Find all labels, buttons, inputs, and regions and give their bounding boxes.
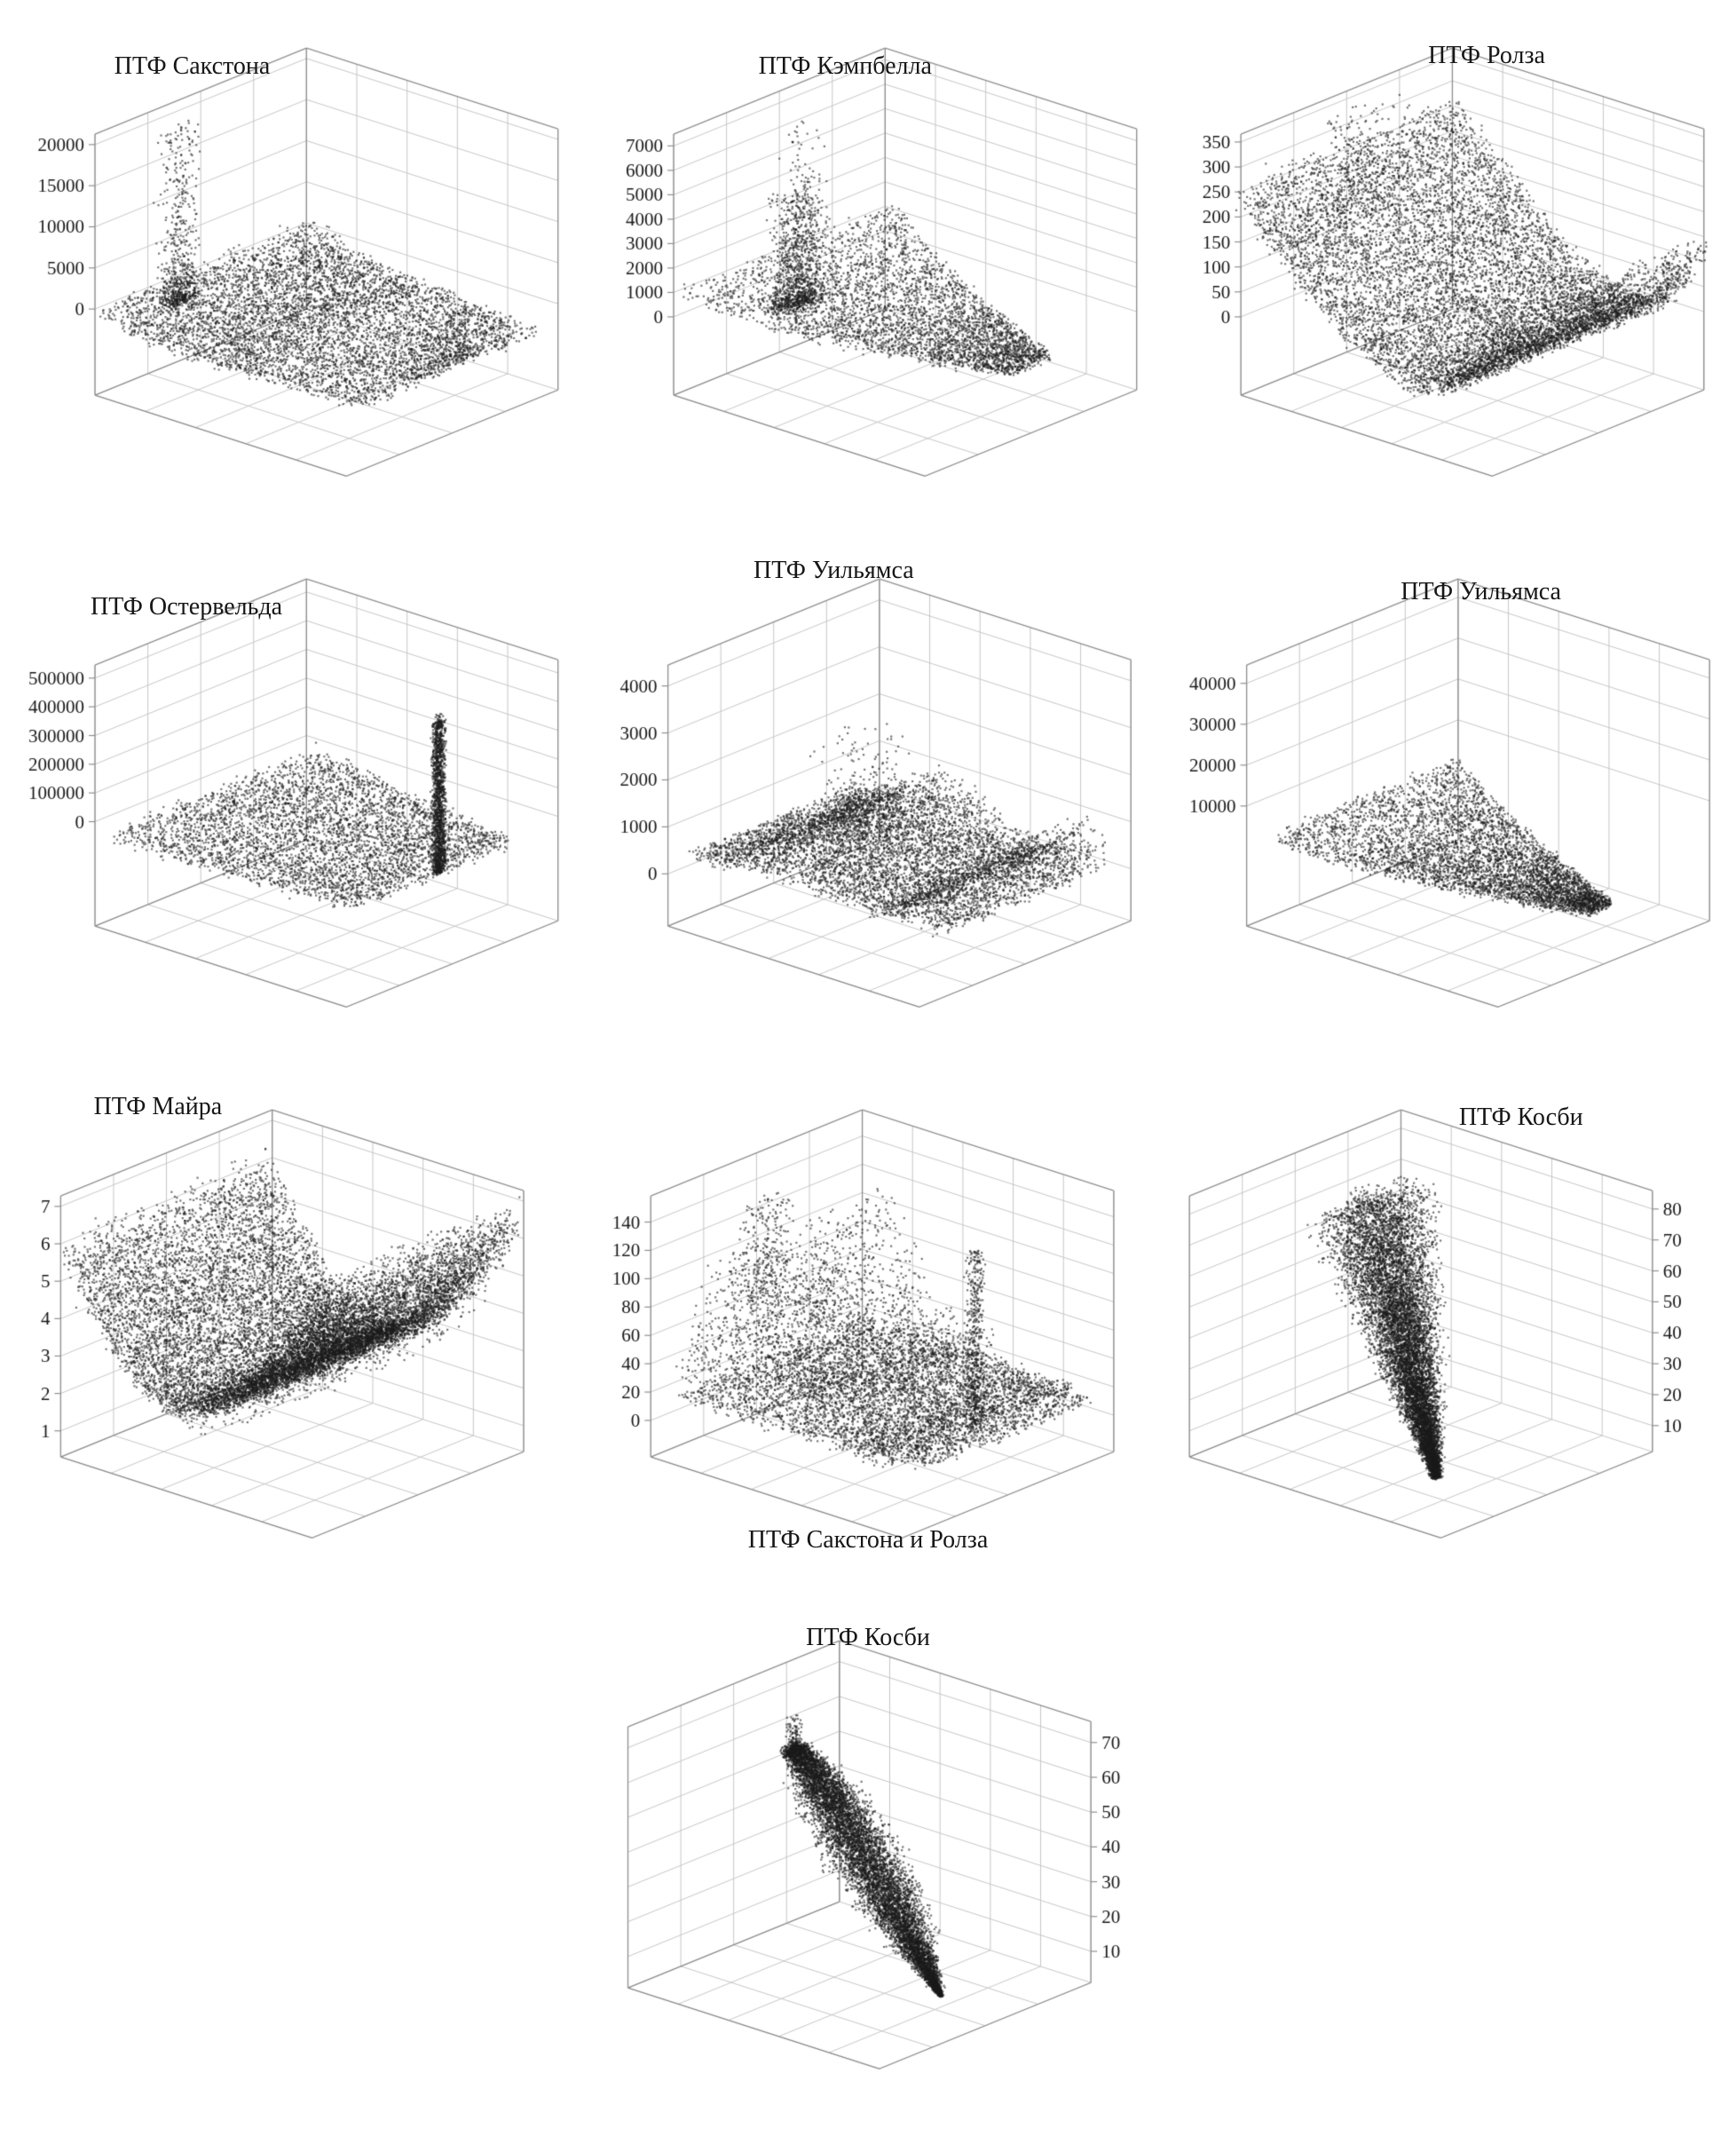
plot-row-2: ПТФ Остервельда ПТФ Уильямса ПТФ Уильямс… [0,540,1736,1062]
plot-title: ПТФ Сакстона и Ролза [747,1526,989,1555]
plot-title: ПТФ Майра [93,1093,223,1121]
scatter3d-plot-williams-1: ПТФ Уильямса [582,540,1154,1062]
plot-canvas [582,9,1154,531]
plot-title: ПТФ Сакстона [114,51,271,80]
scatter3d-plot-mayr: ПТФ Майра [4,1071,575,1593]
scatter3d-plot-cosby-1: ПТФ Косби [1161,1071,1732,1593]
scatter3d-plot-rawls: ПТФ Ролза [1161,9,1732,531]
plot-row-3: ПТФ Майра ПТФ Сакстона и Ролза ПТФ Косби [0,1071,1736,1593]
plot-title: ПТФ Кэмпбелла [758,51,932,80]
plot-canvas [582,540,1154,1062]
scatter3d-plot-oosterveld: ПТФ Остервельда [4,540,575,1062]
plot-title: ПТФ Ролза [1428,41,1545,69]
plot-canvas [1161,1071,1732,1593]
plot-canvas [4,1071,575,1593]
plot-title: ПТФ Остервельда [91,593,283,621]
plot-title: ПТФ Уильямса [754,557,914,585]
plot-canvas [4,540,575,1062]
plot-title: ПТФ Уильямса [1401,577,1561,605]
plot-canvas [4,9,575,531]
scatter3d-plot-campbell: ПТФ Кэмпбелла [582,9,1154,531]
plot-row-1: ПТФ Сакстона ПТФ Кэмпбелла ПТФ Ролза [0,9,1736,531]
plot-canvas [582,1602,1154,2124]
scatter3d-plot-saxton-rawls: ПТФ Сакстона и Ролза [582,1071,1154,1593]
scatter3d-plot-saxton: ПТФ Сакстона [4,9,575,531]
plot-title: ПТФ Косби [806,1624,930,1652]
plot-row-4: ПТФ Косби [0,1602,1736,2124]
plot-canvas [1161,540,1732,1062]
plot-canvas [1161,9,1732,531]
plot-canvas [582,1071,1154,1593]
scatter3d-plot-cosby-2: ПТФ Косби [582,1602,1154,2124]
scatter3d-plot-williams-2: ПТФ Уильямса [1161,540,1732,1062]
plot-title: ПТФ Косби [1458,1103,1583,1131]
